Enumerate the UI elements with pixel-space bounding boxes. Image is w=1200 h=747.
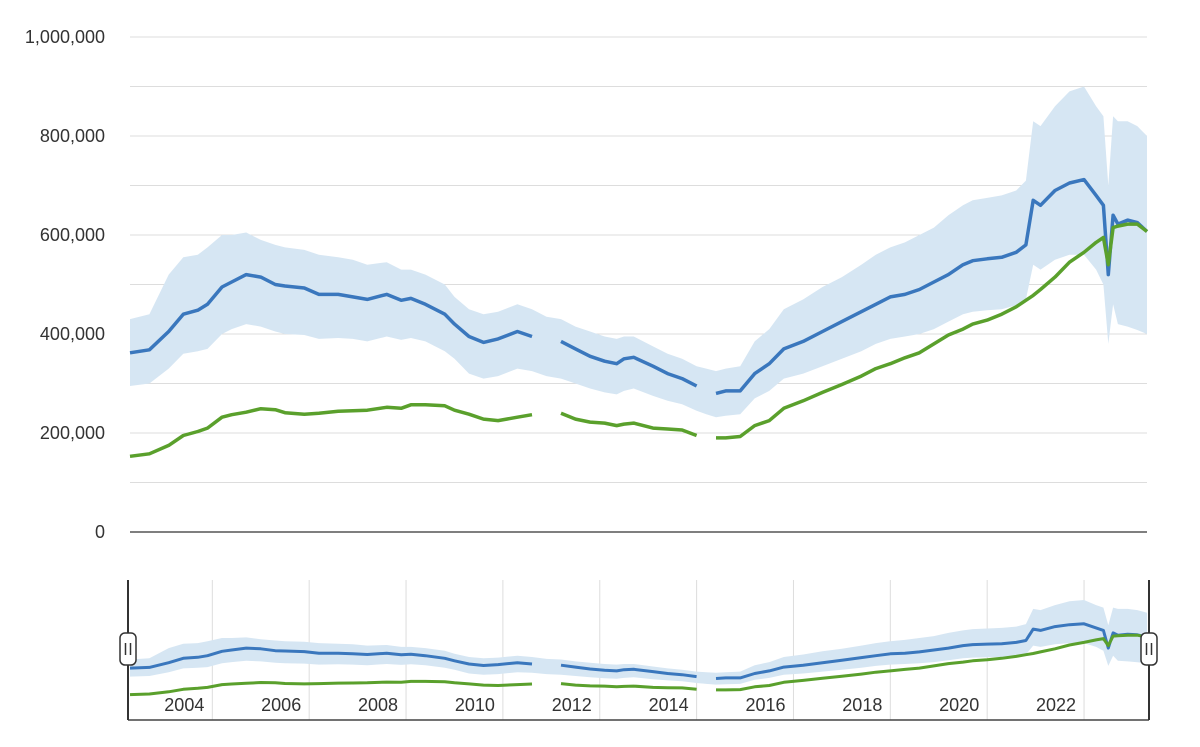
green-series-line bbox=[129, 222, 1149, 459]
navigator-tick-label: 2020 bbox=[939, 695, 979, 715]
navigator-right-handle[interactable] bbox=[1140, 632, 1158, 666]
navigator-left-handle[interactable] bbox=[119, 632, 137, 666]
navigator-tick-label: 2004 bbox=[164, 695, 204, 715]
navigator-tick-label: 2014 bbox=[649, 695, 689, 715]
navigator-green-series-line bbox=[129, 633, 1148, 697]
band-area bbox=[130, 86, 1147, 418]
series-lines bbox=[129, 177, 1149, 459]
y-tick-labels: 0 200,000 400,000 600,000 800,000 1,000,000 bbox=[25, 27, 105, 542]
y-tick-label: 600,000 bbox=[40, 225, 105, 245]
y-tick-label: 400,000 bbox=[40, 324, 105, 344]
main-plot: 0 200,000 400,000 600,000 800,000 1,000,000 bbox=[25, 27, 1149, 542]
confidence-band bbox=[130, 86, 1147, 418]
navigator-tick-label: 2016 bbox=[745, 695, 785, 715]
navigator-blue-series-line bbox=[129, 622, 1148, 680]
navigator-lines bbox=[129, 622, 1148, 697]
navigator-tick-label: 2022 bbox=[1036, 695, 1076, 715]
blue-series-line bbox=[129, 177, 1149, 396]
y-tick-label: 1,000,000 bbox=[25, 27, 105, 47]
navigator-band bbox=[130, 600, 1147, 685]
y-tick-label: 800,000 bbox=[40, 126, 105, 146]
navigator-tick-label: 2010 bbox=[455, 695, 495, 715]
y-tick-label: 0 bbox=[95, 522, 105, 542]
navigator-tick-label: 2012 bbox=[552, 695, 592, 715]
navigator-band-area bbox=[130, 600, 1147, 685]
navigator-handles[interactable] bbox=[119, 580, 1158, 720]
navigator-tick-label: 2008 bbox=[358, 695, 398, 715]
navigator-tick-labels: 2004 2006 2008 2010 2012 2014 2016 2018 2020 2022 bbox=[164, 695, 1076, 715]
y-tick-label: 200,000 bbox=[40, 423, 105, 443]
navigator-tick-label: 2018 bbox=[842, 695, 882, 715]
navigator[interactable]: 2004 2006 2008 2010 2012 2014 2016 2018 2020 2022 bbox=[119, 580, 1158, 721]
navigator-tick-label: 2006 bbox=[261, 695, 301, 715]
